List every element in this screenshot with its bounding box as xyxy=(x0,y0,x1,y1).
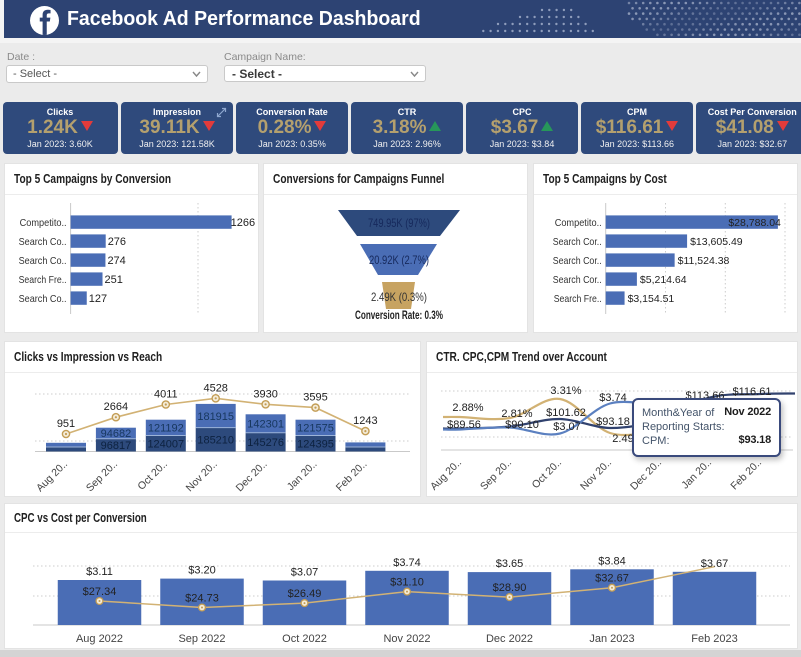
svg-text:121575: 121575 xyxy=(297,423,334,435)
svg-text:96817: 96817 xyxy=(101,440,132,452)
svg-text:Dec 20..: Dec 20.. xyxy=(628,457,664,493)
svg-text:Nov 2022: Nov 2022 xyxy=(383,633,430,645)
svg-text:$3.65: $3.65 xyxy=(496,558,524,570)
svg-text:$26.49: $26.49 xyxy=(288,588,322,600)
svg-text:951: 951 xyxy=(57,418,75,430)
svg-text:$32.67: $32.67 xyxy=(595,573,629,585)
svg-text:Search Fre..: Search Fre.. xyxy=(19,274,67,286)
svg-text:$3.74: $3.74 xyxy=(599,392,627,404)
svg-text:145276: 145276 xyxy=(247,437,284,449)
svg-text:1243: 1243 xyxy=(353,415,377,427)
svg-text:$90.10: $90.10 xyxy=(505,419,539,431)
svg-text:$11,524.38: $11,524.38 xyxy=(678,255,730,267)
svg-text:3595: 3595 xyxy=(303,392,327,404)
svg-text:94682: 94682 xyxy=(101,428,132,440)
svg-text:274: 274 xyxy=(107,255,125,267)
svg-text:Aug 20..: Aug 20.. xyxy=(428,457,464,493)
svg-text:$28.90: $28.90 xyxy=(493,582,527,594)
svg-text:Sep 20..: Sep 20.. xyxy=(84,458,120,494)
svg-text:Dec 20..: Dec 20.. xyxy=(234,458,270,494)
svg-text:$93.18: $93.18 xyxy=(596,416,630,428)
svg-text:142301: 142301 xyxy=(247,419,284,431)
svg-text:20.92K (2.7%): 20.92K (2.7%) xyxy=(369,253,429,267)
svg-text:$3.20: $3.20 xyxy=(188,565,216,577)
svg-text:$31.10: $31.10 xyxy=(390,577,424,589)
svg-text:$3.84: $3.84 xyxy=(598,555,626,567)
svg-text:Search Co..: Search Co.. xyxy=(19,236,67,248)
svg-text:124395: 124395 xyxy=(297,439,334,451)
svg-text:$24.73: $24.73 xyxy=(185,593,219,605)
svg-text:1266: 1266 xyxy=(231,217,255,229)
svg-text:2.81%: 2.81% xyxy=(501,408,532,420)
svg-text:Aug 2022: Aug 2022 xyxy=(76,633,123,645)
svg-text:124007: 124007 xyxy=(147,439,184,451)
svg-text:$3.07: $3.07 xyxy=(291,567,319,579)
svg-text:Sep 20..: Sep 20.. xyxy=(478,457,514,493)
svg-text:$27.34: $27.34 xyxy=(83,586,117,598)
svg-text:121192: 121192 xyxy=(148,423,184,435)
svg-text:Jan 2023: Jan 2023 xyxy=(589,633,634,645)
svg-text:Aug 20..: Aug 20.. xyxy=(34,458,70,494)
svg-text:4528: 4528 xyxy=(203,382,227,394)
svg-text:$3.67: $3.67 xyxy=(701,558,729,570)
svg-text:Nov 20..: Nov 20.. xyxy=(184,458,220,494)
svg-text:Jan 20..: Jan 20.. xyxy=(285,458,320,493)
svg-text:Competito..: Competito.. xyxy=(555,217,602,229)
svg-text:Jan 20..: Jan 20.. xyxy=(679,457,714,492)
svg-text:Search Cor..: Search Cor.. xyxy=(553,274,602,286)
svg-text:2.88%: 2.88% xyxy=(452,402,483,414)
svg-text:$3.11: $3.11 xyxy=(86,566,113,578)
svg-text:Dec 2022: Dec 2022 xyxy=(486,633,533,645)
svg-text:Search Cor..: Search Cor.. xyxy=(553,236,602,248)
svg-text:$5,214.64: $5,214.64 xyxy=(640,274,687,286)
svg-text:3930: 3930 xyxy=(253,388,277,400)
svg-text:185210: 185210 xyxy=(197,435,234,447)
svg-text:$3.74: $3.74 xyxy=(393,557,421,569)
svg-text:2.49K (0.3%): 2.49K (0.3%) xyxy=(371,290,427,304)
svg-text:$89.56: $89.56 xyxy=(447,419,481,431)
svg-text:Feb 20..: Feb 20.. xyxy=(334,458,370,494)
svg-text:127: 127 xyxy=(89,293,107,305)
svg-text:Search Cor..: Search Cor.. xyxy=(553,255,602,267)
svg-text:$3.07: $3.07 xyxy=(553,421,581,433)
svg-text:Search Co..: Search Co.. xyxy=(19,293,67,305)
svg-text:2.49: 2.49 xyxy=(612,433,633,445)
svg-text:181915: 181915 xyxy=(197,411,234,423)
svg-text:Oct 2022: Oct 2022 xyxy=(282,633,327,645)
svg-text:3.31%: 3.31% xyxy=(550,385,581,397)
svg-text:4011: 4011 xyxy=(154,389,178,401)
svg-text:Nov 20..: Nov 20.. xyxy=(578,457,614,493)
svg-text:276: 276 xyxy=(108,236,126,248)
svg-text:2664: 2664 xyxy=(104,401,128,413)
svg-text:$3,154.51: $3,154.51 xyxy=(628,293,675,305)
svg-text:Competito..: Competito.. xyxy=(20,217,67,229)
svg-text:Sep 2022: Sep 2022 xyxy=(178,633,225,645)
svg-text:251: 251 xyxy=(105,274,123,286)
svg-text:$13,605.49: $13,605.49 xyxy=(690,236,743,248)
svg-text:Feb 2023: Feb 2023 xyxy=(691,633,737,645)
svg-text:Oct 20..: Oct 20.. xyxy=(530,457,564,491)
svg-text:Search Fre..: Search Fre.. xyxy=(554,293,602,305)
svg-text:Conversion Rate: 0.3%: Conversion Rate: 0.3% xyxy=(355,308,443,322)
svg-text:Search Co..: Search Co.. xyxy=(19,255,67,267)
svg-text:Feb 20..: Feb 20.. xyxy=(728,457,764,493)
svg-text:Oct 20..: Oct 20.. xyxy=(135,458,169,492)
svg-text:$116.61: $116.61 xyxy=(733,386,772,398)
svg-text:$28,788.04: $28,788.04 xyxy=(728,217,781,229)
svg-text:$101.62: $101.62 xyxy=(546,407,586,419)
svg-text:749.95K (97%): 749.95K (97%) xyxy=(368,216,430,230)
